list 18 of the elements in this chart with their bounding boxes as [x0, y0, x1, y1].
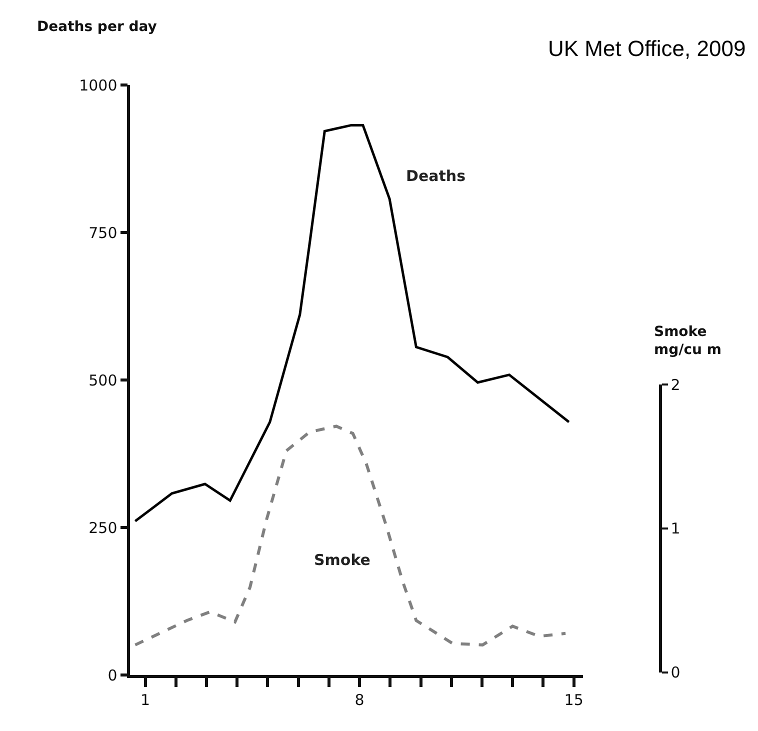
y-tick-label: 1000	[79, 76, 118, 94]
y2-tick-label: 2	[670, 376, 680, 394]
y-tick-label: 0	[108, 666, 118, 684]
y-tick-label: 750	[88, 224, 118, 242]
series-label: Deaths	[406, 167, 466, 185]
line-series	[134, 424, 568, 646]
x-tick-label: 8	[354, 690, 364, 709]
text: UK Met Office, 2009	[548, 36, 746, 61]
y2-tick-label: 0	[670, 664, 680, 682]
line-series	[134, 124, 570, 522]
y-axis-title: Deaths per day	[37, 19, 157, 35]
y-tick-label: 500	[88, 371, 118, 390]
x-tick-label: 1	[140, 690, 150, 709]
y2-tick-label: 1	[670, 520, 680, 538]
y-tick-label: 250	[88, 518, 118, 537]
x-tick-label: 15	[564, 690, 584, 709]
y2-axis-title: Smoke mg/cu m	[654, 324, 722, 358]
series-label: Smoke	[314, 551, 370, 569]
